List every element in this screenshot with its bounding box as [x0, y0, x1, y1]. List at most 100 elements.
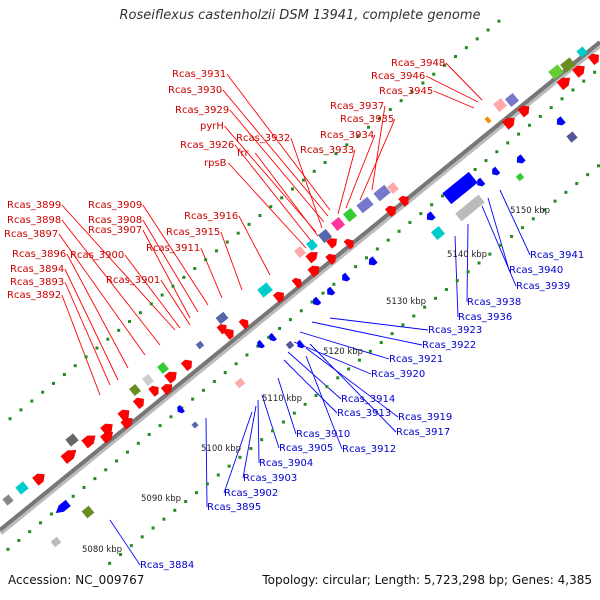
gene-label-reverse: Rcas_3912: [342, 444, 396, 455]
gene-label-forward: Rcas_3907: [88, 225, 142, 236]
leader-line: [454, 235, 459, 318]
forward-gene-arrow: [272, 291, 285, 304]
leader-line: [228, 162, 307, 249]
gene-block: [195, 340, 205, 350]
tick-dot-outer: [323, 161, 327, 165]
leader-line: [305, 347, 399, 418]
tick-dot-mid: [82, 485, 86, 489]
gene-block: [294, 245, 306, 259]
forward-gene-arrow: [132, 397, 145, 410]
tick-dot-mid: [169, 415, 173, 419]
gene-label-reverse: Rcas_3913: [337, 408, 391, 419]
tick-dot-outer: [497, 19, 501, 23]
gene-block: [215, 311, 229, 325]
tick-dot-mid: [593, 70, 597, 74]
forward-gene-arrow: [325, 237, 338, 249]
tick-dot-inner: [184, 499, 188, 503]
forward-gene-arrow: [238, 318, 249, 330]
tick-dot-outer: [421, 81, 425, 85]
tick-dot-mid: [397, 229, 401, 233]
gene-block: [492, 97, 508, 113]
forward-gene-arrow: [223, 328, 234, 341]
leader-line: [499, 189, 531, 256]
leader-line: [200, 247, 223, 299]
gene-label-reverse: Rcas_3941: [530, 250, 584, 261]
gene-label-reverse: Rcas_3940: [509, 265, 563, 276]
tick-dot-mid: [506, 141, 510, 145]
tick-dot-mid: [332, 282, 336, 286]
gene-label-reverse: Rcas_3917: [396, 427, 450, 438]
gene-block: [50, 536, 62, 548]
reverse-gene-arrow: [476, 177, 486, 187]
gene-block: [356, 196, 374, 214]
gene-block: [566, 131, 578, 143]
tick-dot-mid: [125, 450, 129, 454]
gene-label-forward: Rcas_3896: [12, 249, 66, 260]
tick-dot-inner: [314, 393, 318, 397]
tick-dot-outer: [84, 355, 88, 359]
tick-dot-mid: [364, 256, 368, 260]
leader-line: [309, 343, 397, 433]
tick-dot-inner: [162, 517, 166, 521]
gene-features: [2, 46, 600, 548]
tick-dot-inner: [488, 252, 492, 256]
tick-dot-inner: [499, 243, 503, 247]
gene-label-reverse: Rcas_3920: [371, 369, 425, 380]
gene-label-reverse: Rcas_3923: [428, 325, 482, 336]
gene-label-reverse: Rcas_3910: [296, 429, 350, 440]
reverse-gene-arrow: [296, 339, 306, 349]
tick-dot-inner: [390, 332, 394, 336]
tick-dot-mid: [354, 265, 358, 269]
forward-gene-arrow: [307, 265, 320, 278]
gene-label-reverse: Rcas_3939: [516, 281, 570, 292]
tick-dot-inner: [434, 296, 438, 300]
gene-block: [129, 383, 141, 397]
gene-block: [342, 207, 358, 223]
tick-dot-mid: [278, 326, 282, 330]
forward-gene-arrow: [587, 53, 600, 66]
gene-label-forward: Rcas_3897: [4, 229, 58, 240]
leader-line: [242, 405, 257, 479]
tick-dot-inner: [466, 270, 470, 274]
gene-block: [442, 171, 478, 205]
forward-gene-arrow: [160, 383, 173, 396]
tick-dot-mid: [419, 212, 423, 216]
tick-dot-inner: [510, 234, 514, 238]
tick-dot-outer: [106, 337, 110, 341]
tick-dot-inner: [368, 349, 372, 353]
gene-labels: Rcas_3948 Rcas_3946 Rcas_3945 Rcas_3931 Rcas…: [4, 58, 584, 571]
leader-line: [238, 215, 271, 276]
leader-line: [345, 134, 376, 209]
tick-dot-inner: [401, 323, 405, 327]
reverse-gene-arrow: [176, 404, 186, 414]
tick-dot-mid: [538, 114, 542, 118]
tick-dot-outer: [8, 417, 12, 421]
gene-block: [455, 194, 485, 222]
leader-line: [226, 73, 331, 211]
tick-dot-mid: [147, 432, 151, 436]
gene-block: [234, 377, 246, 389]
tick-dot-inner: [379, 340, 383, 344]
tick-dot-outer: [399, 99, 403, 103]
gene-label-forward: Rcas_3901: [106, 275, 160, 286]
gene-label-forward: Rcas_3945: [379, 86, 433, 97]
gene-label-reverse: Rcas_3904: [259, 458, 313, 469]
tick-dot-mid: [527, 123, 531, 127]
tick-dot-outer: [73, 364, 77, 368]
tick-dot-mid: [408, 220, 412, 224]
tick-dot-mid: [288, 318, 292, 322]
gene-label-forward: Rcas_3894: [10, 264, 64, 275]
tick-dot-inner: [173, 508, 177, 512]
leader-line: [223, 411, 253, 494]
tick-dot-inner: [423, 305, 427, 309]
tick-dot-inner: [455, 279, 459, 283]
tick-dot-mid: [560, 97, 564, 101]
forward-gene-arrow: [384, 205, 397, 218]
tick-dot-inner: [227, 464, 231, 468]
scale-label: 5110 kbp: [262, 394, 302, 404]
tick-dot-mid: [473, 167, 477, 171]
tick-dot-outer: [62, 373, 66, 377]
gene-label-reverse: Rcas_3914: [341, 394, 395, 405]
gene-block: [285, 340, 295, 350]
tick-dot-mid: [571, 88, 575, 92]
